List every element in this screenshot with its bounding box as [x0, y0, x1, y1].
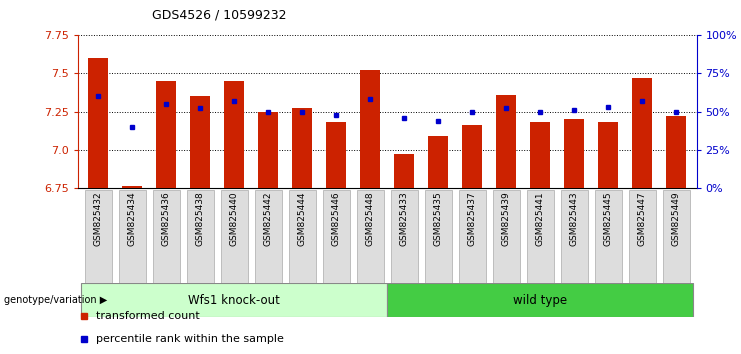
Bar	[258, 112, 279, 188]
Bar	[462, 125, 482, 188]
Bar	[428, 136, 448, 188]
FancyBboxPatch shape	[459, 189, 486, 283]
FancyBboxPatch shape	[387, 283, 693, 317]
FancyBboxPatch shape	[153, 189, 180, 283]
FancyBboxPatch shape	[119, 189, 146, 283]
Bar	[326, 122, 346, 188]
Bar	[496, 95, 516, 188]
Text: GSM825440: GSM825440	[230, 192, 239, 246]
Bar	[292, 108, 313, 188]
Bar	[598, 122, 618, 188]
Text: GSM825443: GSM825443	[570, 192, 579, 246]
FancyBboxPatch shape	[594, 189, 622, 283]
Bar	[122, 186, 142, 188]
Text: GSM825433: GSM825433	[399, 192, 409, 246]
Bar	[156, 81, 176, 188]
Text: wild type: wild type	[513, 293, 567, 307]
Text: GSM825447: GSM825447	[638, 192, 647, 246]
Text: transformed count: transformed count	[96, 311, 200, 321]
Bar	[88, 58, 108, 188]
Bar	[394, 154, 414, 188]
Text: genotype/variation ▶: genotype/variation ▶	[4, 295, 107, 305]
Text: GSM825434: GSM825434	[127, 192, 136, 246]
Text: Wfs1 knock-out: Wfs1 knock-out	[188, 293, 280, 307]
Text: GSM825436: GSM825436	[162, 192, 170, 246]
FancyBboxPatch shape	[82, 283, 387, 317]
Bar	[564, 119, 585, 188]
Bar	[666, 116, 686, 188]
Text: GSM825448: GSM825448	[365, 192, 375, 246]
Text: percentile rank within the sample: percentile rank within the sample	[96, 334, 285, 344]
FancyBboxPatch shape	[356, 189, 384, 283]
Text: GSM825442: GSM825442	[264, 192, 273, 246]
FancyBboxPatch shape	[560, 189, 588, 283]
Text: GSM825439: GSM825439	[502, 192, 511, 246]
FancyBboxPatch shape	[187, 189, 214, 283]
FancyBboxPatch shape	[391, 189, 418, 283]
Text: GSM825438: GSM825438	[196, 192, 205, 246]
Bar	[632, 78, 652, 188]
Text: GSM825441: GSM825441	[536, 192, 545, 246]
FancyBboxPatch shape	[628, 189, 656, 283]
Bar	[190, 96, 210, 188]
Text: GSM825432: GSM825432	[93, 192, 103, 246]
Text: GSM825435: GSM825435	[433, 192, 442, 246]
FancyBboxPatch shape	[255, 189, 282, 283]
FancyBboxPatch shape	[288, 189, 316, 283]
FancyBboxPatch shape	[425, 189, 452, 283]
Text: GSM825437: GSM825437	[468, 192, 476, 246]
Text: GSM825444: GSM825444	[298, 192, 307, 246]
Text: GDS4526 / 10599232: GDS4526 / 10599232	[152, 8, 287, 21]
Text: GSM825446: GSM825446	[332, 192, 341, 246]
Bar	[530, 122, 551, 188]
FancyBboxPatch shape	[493, 189, 519, 283]
FancyBboxPatch shape	[221, 189, 247, 283]
FancyBboxPatch shape	[527, 189, 554, 283]
Bar	[360, 70, 380, 188]
FancyBboxPatch shape	[662, 189, 690, 283]
FancyBboxPatch shape	[322, 189, 350, 283]
FancyBboxPatch shape	[84, 189, 112, 283]
Text: GSM825445: GSM825445	[604, 192, 613, 246]
Bar	[224, 81, 245, 188]
Text: GSM825449: GSM825449	[671, 192, 681, 246]
